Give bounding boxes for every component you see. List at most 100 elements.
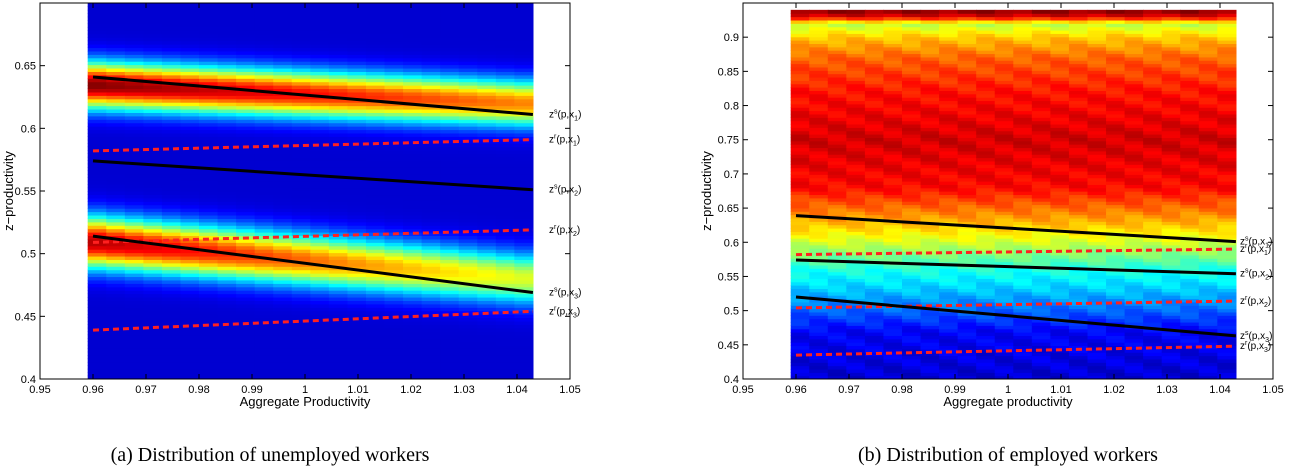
heatmap-cell — [809, 358, 829, 363]
heatmap-cell — [957, 97, 977, 102]
heatmap-cell — [976, 140, 996, 145]
heatmap-cell — [236, 286, 256, 291]
heatmap-cell — [440, 375, 460, 379]
heatmap-cell — [347, 149, 367, 154]
heatmap-cell — [976, 63, 996, 68]
heatmap-cell — [809, 40, 829, 44]
heatmap-cell — [87, 13, 107, 18]
heatmap-cell — [902, 191, 922, 196]
heatmap-cell — [291, 33, 311, 38]
heatmap-cell — [902, 288, 922, 293]
heatmap-cell — [994, 66, 1014, 71]
heatmap-cell — [514, 74, 534, 79]
heatmap-cell — [236, 273, 256, 278]
heatmap-cell — [864, 278, 885, 283]
heatmap-cell — [790, 147, 810, 152]
heatmap-cell — [957, 110, 977, 115]
heatmap-cell — [217, 283, 237, 288]
heatmap-cell — [254, 6, 274, 11]
heatmap-cell — [514, 105, 534, 110]
heatmap-cell — [827, 234, 847, 239]
heatmap-cell — [384, 228, 404, 233]
heatmap-cell — [1106, 318, 1126, 323]
heatmap-cell — [1031, 204, 1051, 209]
heatmap-cell — [236, 105, 256, 110]
heatmap-cell — [365, 170, 386, 175]
heatmap-cell — [1143, 177, 1163, 182]
heatmap-cell — [1143, 103, 1163, 108]
heatmap-cell — [1124, 372, 1144, 377]
heatmap-cell — [199, 170, 219, 175]
x-tick-label: 1.03 — [453, 384, 474, 396]
heatmap-cell — [124, 242, 144, 247]
heatmap-cell — [994, 332, 1014, 336]
heatmap-cell — [403, 91, 423, 96]
heatmap-cell — [477, 293, 497, 298]
heatmap-cell — [939, 295, 959, 300]
heatmap-cell — [161, 273, 182, 278]
heatmap-cell — [790, 23, 810, 28]
heatmap-cell — [384, 160, 404, 165]
chart-employed: 0.95 0.96 0.97 0.98 0.99 1 1.01 1.02 1.03 1.04 1.0… — [699, 2, 1284, 466]
heatmap-cell — [180, 337, 200, 342]
heatmap-cell — [1031, 170, 1051, 175]
heatmap-cell — [883, 207, 903, 212]
heatmap-cell — [477, 112, 497, 117]
heatmap-cell — [1087, 234, 1107, 239]
heatmap-cell — [384, 9, 404, 14]
heatmap-cell — [124, 211, 144, 216]
heatmap-cell — [920, 204, 940, 209]
heatmap-cell — [1013, 13, 1033, 18]
heatmap-cell — [1050, 93, 1070, 98]
heatmap-cell — [883, 352, 903, 357]
heatmap-cell — [217, 324, 237, 329]
heatmap-cell — [514, 252, 534, 257]
heatmap-cell — [864, 123, 885, 128]
heatmap-cell — [883, 26, 903, 31]
heatmap-cell — [994, 117, 1014, 122]
heatmap-cell — [236, 314, 256, 319]
heatmap-cell — [1068, 258, 1089, 263]
heatmap-cell — [217, 293, 237, 298]
heatmap-cell — [477, 105, 497, 110]
heatmap-cell — [920, 328, 940, 333]
heatmap-cell — [161, 375, 182, 379]
heatmap-cell — [790, 154, 810, 159]
heatmap-cell — [902, 100, 922, 105]
heatmap-cell — [217, 20, 237, 25]
heatmap-cell — [217, 341, 237, 346]
heatmap-cell — [994, 83, 1014, 88]
heatmap-cell — [347, 54, 367, 59]
heatmap-cell — [440, 317, 460, 322]
heatmap-cell — [199, 269, 219, 274]
heatmap-cell — [1031, 261, 1051, 266]
heatmap-cell — [1087, 140, 1107, 145]
heatmap-cell — [236, 180, 256, 185]
heatmap-cell — [365, 122, 386, 127]
heatmap-cell — [365, 334, 386, 339]
heatmap-cell — [976, 174, 996, 179]
heatmap-cell — [180, 167, 200, 172]
heatmap-cell — [1068, 332, 1089, 336]
heatmap-cell — [440, 132, 460, 137]
heatmap-cell — [199, 44, 219, 49]
heatmap-cell — [1013, 134, 1033, 138]
heatmap-cell — [864, 238, 885, 243]
heatmap-cell — [347, 255, 367, 260]
heatmap-cell — [403, 290, 423, 295]
heatmap-cell — [458, 201, 478, 206]
heatmap-cell — [827, 345, 847, 350]
heatmap-cell — [328, 337, 348, 342]
heatmap-cell — [328, 375, 348, 379]
heatmap-cell — [1050, 244, 1070, 249]
heatmap-cell — [1087, 170, 1107, 175]
heatmap-cell — [790, 144, 810, 149]
heatmap-cell — [846, 70, 866, 75]
heatmap-cell — [384, 355, 404, 360]
heatmap-cell — [365, 20, 386, 25]
x-tick-label: 1.05 — [559, 384, 580, 396]
heatmap-cell — [1087, 207, 1107, 212]
heatmap-cell — [1143, 80, 1163, 85]
heatmap-cell — [273, 44, 293, 49]
heatmap-cell — [161, 54, 182, 59]
